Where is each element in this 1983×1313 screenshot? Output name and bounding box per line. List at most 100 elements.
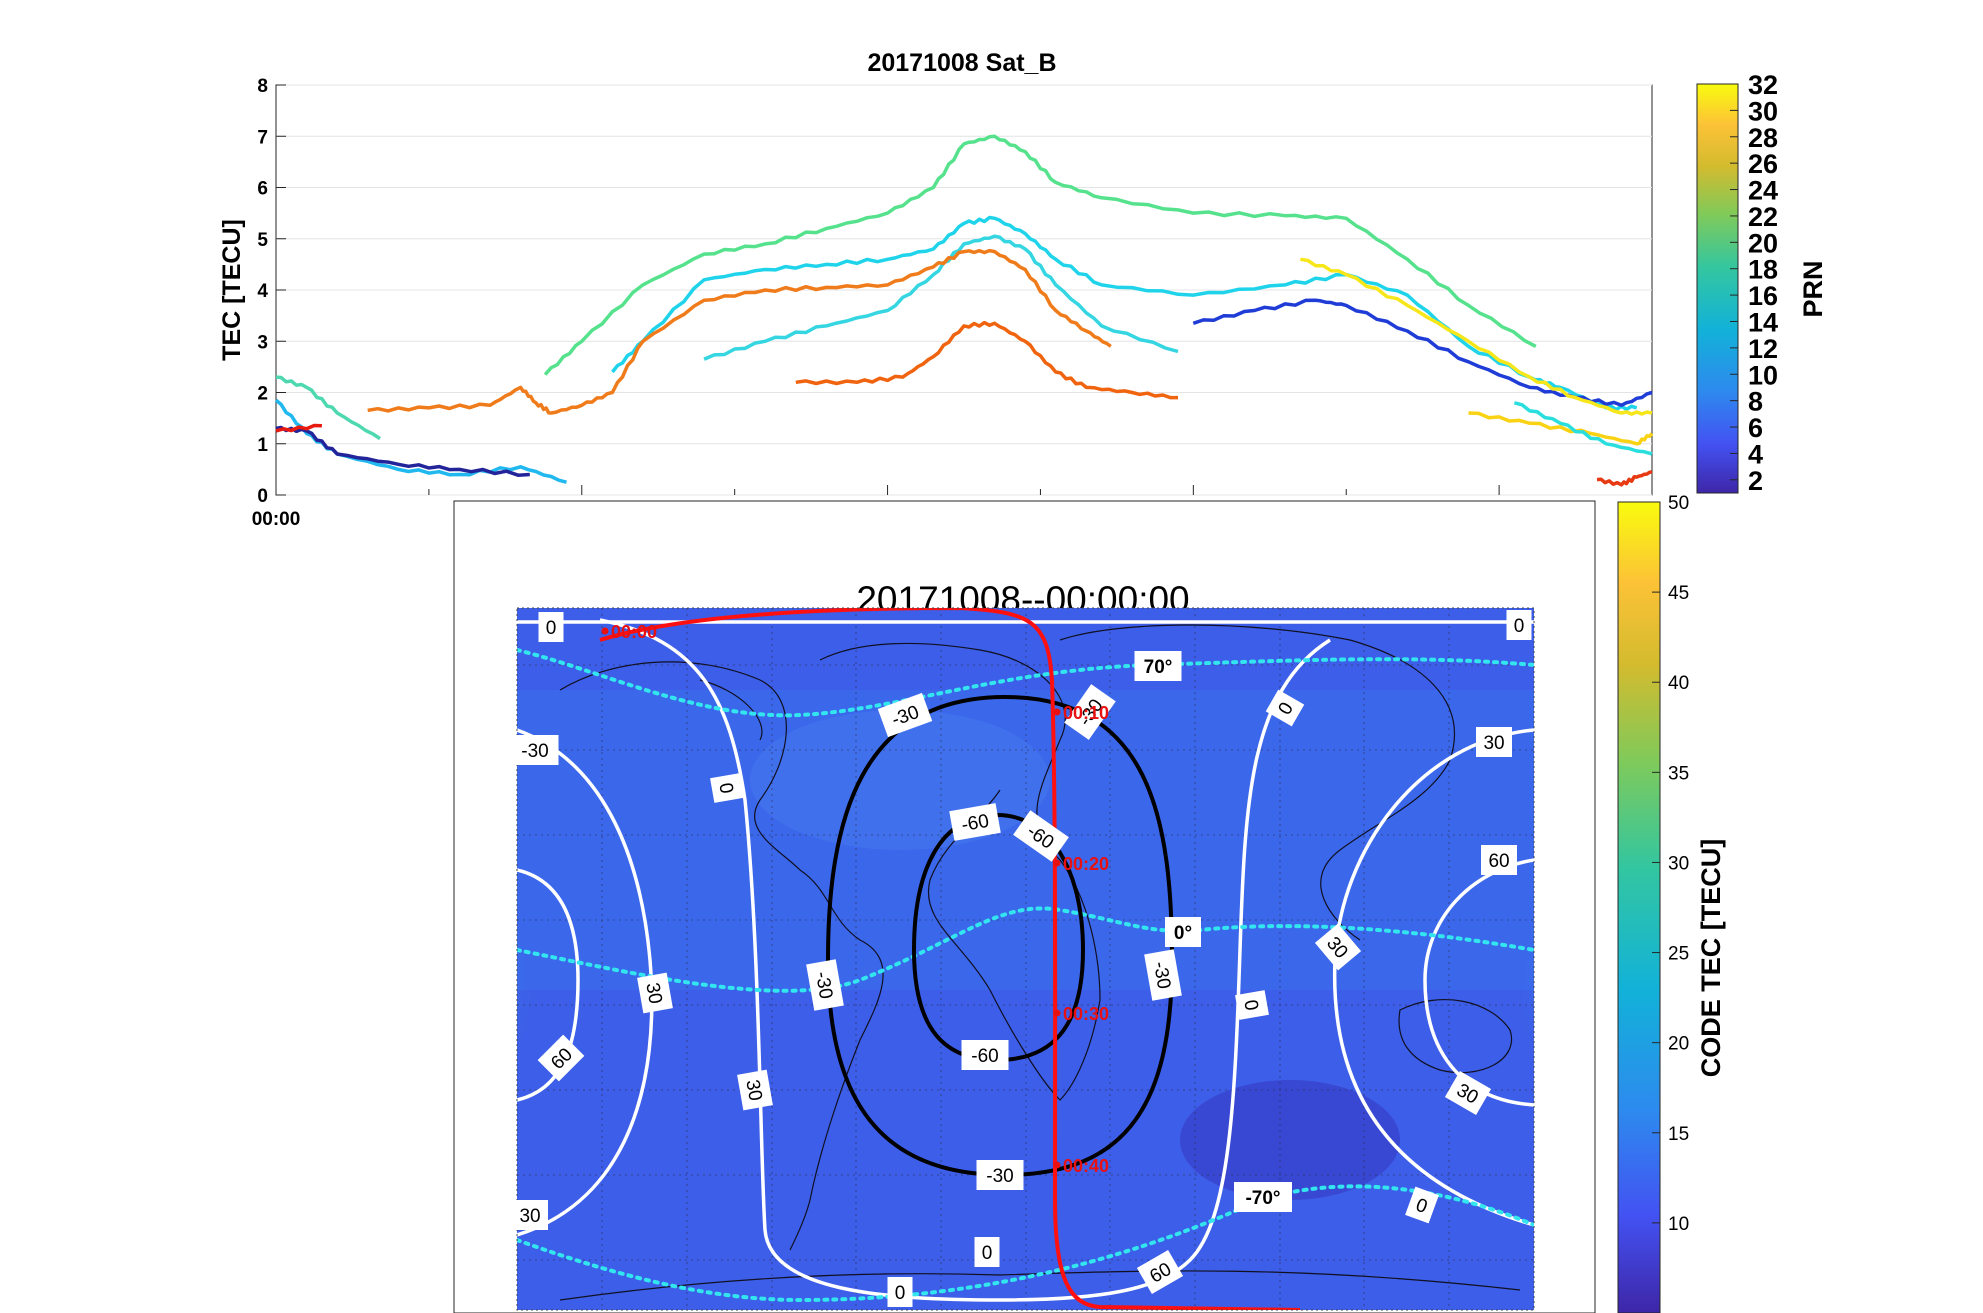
- tec-series-prn-27: [795, 320, 1178, 400]
- tec-colorbar-bar: [1617, 501, 1661, 1313]
- prn-colorbar-tick-label: 10: [1748, 360, 1778, 390]
- contour-label-black-4-box: [961, 1040, 1009, 1070]
- contour-label-white-10: 30: [637, 972, 673, 1014]
- track-marker: [601, 627, 609, 635]
- contour-label-white-14-box: [1405, 1186, 1439, 1224]
- contour-label-white-8: 0: [1235, 990, 1269, 1020]
- track-time-label: 00:40: [1063, 1156, 1109, 1176]
- tec-colorbar-tick-label: 20: [1668, 1034, 1689, 1055]
- contour-label-white-17: 30: [512, 1200, 548, 1230]
- contour-label-white-5-box: [1476, 727, 1512, 757]
- track-time-label: 00:30: [1063, 1004, 1109, 1024]
- tec-ytick-label: 1: [257, 435, 268, 456]
- tec-series-prn-15: [1513, 401, 1653, 456]
- contour-label-black-0: -30: [877, 692, 933, 738]
- map-grid: [517, 608, 1534, 1310]
- coast-australia: [1398, 999, 1513, 1074]
- lat-label-0-text: 70°: [1144, 657, 1173, 678]
- lat-label-2-box: [1234, 1182, 1292, 1212]
- contour-white-0: [599, 618, 1331, 1302]
- contour-label-white-3-box: [710, 773, 744, 803]
- prn-colorbar-tick-label: 22: [1748, 202, 1778, 232]
- contour-label-white-16-box: [1136, 1250, 1184, 1294]
- contour-label-white-17-box: [512, 1200, 548, 1230]
- contour-label-black-7-text: -30: [986, 1166, 1013, 1187]
- contour-label-black-2-box: [1064, 684, 1116, 740]
- contour-label-white-4: 0: [1265, 689, 1305, 727]
- contour-white-60-west: [517, 868, 580, 1102]
- track-time-labels: 00:00 00:10 00:20 00:30 00:40: [601, 622, 1109, 1176]
- tec-y-axis-label: TEC [TECU]: [218, 219, 246, 361]
- contour-label-white-2: -30: [511, 735, 559, 765]
- tec-series-prn-31: [1300, 257, 1653, 416]
- tec-ytick-label: 8: [257, 76, 268, 97]
- tec-colorbar-tick-label: 35: [1668, 763, 1689, 784]
- contour-label-black-4-text: -60: [971, 1046, 998, 1067]
- prn-colorbar-tick-label: 16: [1748, 281, 1778, 311]
- track-marker: [1053, 1161, 1061, 1169]
- contour-white-30-west: [517, 728, 654, 1237]
- contour-label-white-1-box: [1506, 610, 1532, 640]
- contour-label-black-1: -60: [949, 803, 1001, 841]
- lat-label-2: -70°: [1234, 1182, 1292, 1212]
- contour-label-white-2-text: -30: [521, 741, 548, 762]
- track-time-label: 00:00: [611, 622, 657, 642]
- contour-label-white-3: 0: [710, 773, 744, 803]
- lat-label-2-text: -70°: [1245, 1188, 1280, 1209]
- prn-colorbar-tick-label: 12: [1748, 334, 1778, 364]
- tec-ytick-label: 3: [257, 332, 268, 353]
- track-marker: [1053, 859, 1061, 867]
- tec-colorbar-tick-label: 45: [1668, 583, 1689, 604]
- contour-label-white-7: 30: [737, 1069, 773, 1111]
- map-dark-blob: [1180, 1080, 1400, 1200]
- tec-ytick-label: 0: [257, 486, 268, 507]
- map-frame: [516, 607, 1535, 1311]
- contour-label-white-6-box: [974, 1237, 1000, 1267]
- contour-label-white-3-text: 0: [714, 781, 737, 795]
- tec-chart-title: 20171008 Sat_B: [867, 49, 1056, 77]
- contour-label-white-13: 30: [1444, 1071, 1492, 1115]
- contour-label-white-7-box: [737, 1069, 773, 1111]
- prn-colorbar-label: PRN: [1798, 260, 1828, 317]
- prn-colorbar-tick-label: 28: [1748, 123, 1778, 153]
- contour-label-black-6: -30: [1144, 949, 1182, 1001]
- coast-antarctica: [559, 1270, 1521, 1301]
- contour-label-black-3: -60: [1013, 810, 1069, 862]
- tec-colorbar-tick-label: 40: [1668, 673, 1689, 694]
- contour-label-white-6: 0: [974, 1237, 1000, 1267]
- tec-ytick-label: 4: [257, 281, 268, 302]
- cyan-contour-minus70: [517, 1184, 1534, 1303]
- tec-series-prn-26: [367, 248, 1112, 415]
- prn-colorbar-tick-label: 20: [1748, 228, 1778, 258]
- tec-colorbar-tick-label: 25: [1668, 944, 1689, 965]
- contour-label-white-10-box: [637, 972, 673, 1014]
- coast-arctic-islands: [699, 679, 763, 741]
- prn-colorbar-tick-label: 30: [1748, 96, 1778, 126]
- contour-label-black-4: -60: [961, 1040, 1009, 1070]
- contour-label-white-0: 0: [538, 612, 564, 642]
- prn-colorbar-tick-label: 6: [1748, 413, 1763, 443]
- contour-label-white-1-text: 0: [1514, 616, 1525, 637]
- contour-label-black-5-text: -30: [811, 970, 836, 1001]
- track-time-label: 00:20: [1063, 854, 1109, 874]
- tec-map: 20171008--00:00:00: [453, 500, 1596, 1313]
- tec-colorbar: 10 15 20 25 30 35 40 45 50 CODE TEC [TECU]: [1617, 493, 1726, 1313]
- tec-ytick-label: 2: [257, 384, 268, 405]
- track-time-label: 00:10: [1063, 703, 1109, 723]
- prn-colorbar-tick-label: 2: [1748, 466, 1763, 496]
- prn-colorbar-tick-label: 26: [1748, 149, 1778, 179]
- prn-colorbar-tick-label: 4: [1748, 439, 1763, 469]
- contour-label-black-1-text: -60: [960, 811, 991, 836]
- contour-label-black-6-box: [1144, 949, 1182, 1001]
- satellite-track: [599, 608, 1301, 1310]
- tec-ytick-label: 7: [257, 127, 268, 148]
- tec-grid: [276, 84, 1652, 496]
- contour-label-white-15-text: 0: [895, 1283, 906, 1304]
- contour-label-black-3-box: [1013, 810, 1069, 862]
- tec-series-prn-10: [274, 398, 567, 484]
- lat-label-0: 70°: [1134, 651, 1182, 681]
- contour-label-white-0-box: [538, 612, 564, 642]
